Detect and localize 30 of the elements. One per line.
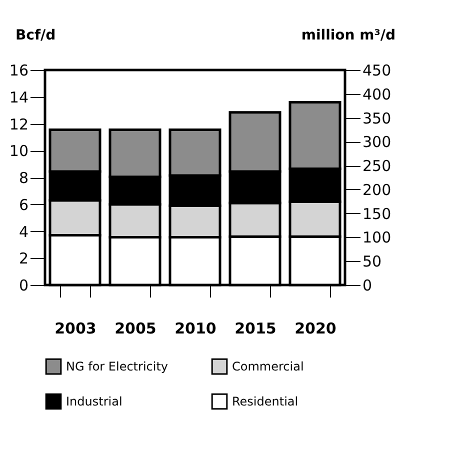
y-tick-label: 8 (18, 169, 28, 187)
x-tick-label: 2005 (114, 320, 156, 338)
y-tick-label: 14 (9, 88, 28, 106)
y2-tick-label: 200 (362, 180, 392, 199)
legend-label: Industrial (66, 394, 122, 408)
y2-tick-label: 450 (362, 62, 392, 80)
y2-tick-label: 100 (362, 228, 392, 247)
x-tick-label: 2015 (234, 320, 276, 338)
y2-axis-title: million m³/d (301, 28, 396, 44)
y-tick-label: 0 (18, 276, 28, 294)
y2-tick-label: 400 (362, 85, 392, 104)
y-tick-label: 4 (18, 222, 28, 241)
y2-tick-label: 350 (362, 109, 392, 128)
legend-label: NG for Electricity (66, 360, 168, 374)
y-tick-label: 10 (9, 142, 28, 160)
x-tick-label: 2020 (294, 320, 336, 338)
legend-label: Commercial (232, 360, 304, 374)
y-tick-label: 2 (18, 250, 28, 268)
y2-tick-label: 250 (362, 157, 392, 176)
x-tick-label: 2003 (54, 320, 96, 338)
y-tick-label: 6 (18, 196, 28, 214)
y2-tick-label: 300 (362, 133, 392, 152)
y-tick-label: 16 (9, 62, 28, 80)
y-tick-label: 12 (9, 115, 28, 134)
y2-tick-label: 0 (362, 276, 372, 294)
y2-tick-label: 150 (362, 204, 392, 223)
y-axis-title: Bcf/d (16, 28, 56, 44)
y2-tick-label: 50 (362, 252, 382, 271)
x-tick-label: 2010 (174, 320, 216, 338)
legend-label: Residential (232, 394, 298, 408)
